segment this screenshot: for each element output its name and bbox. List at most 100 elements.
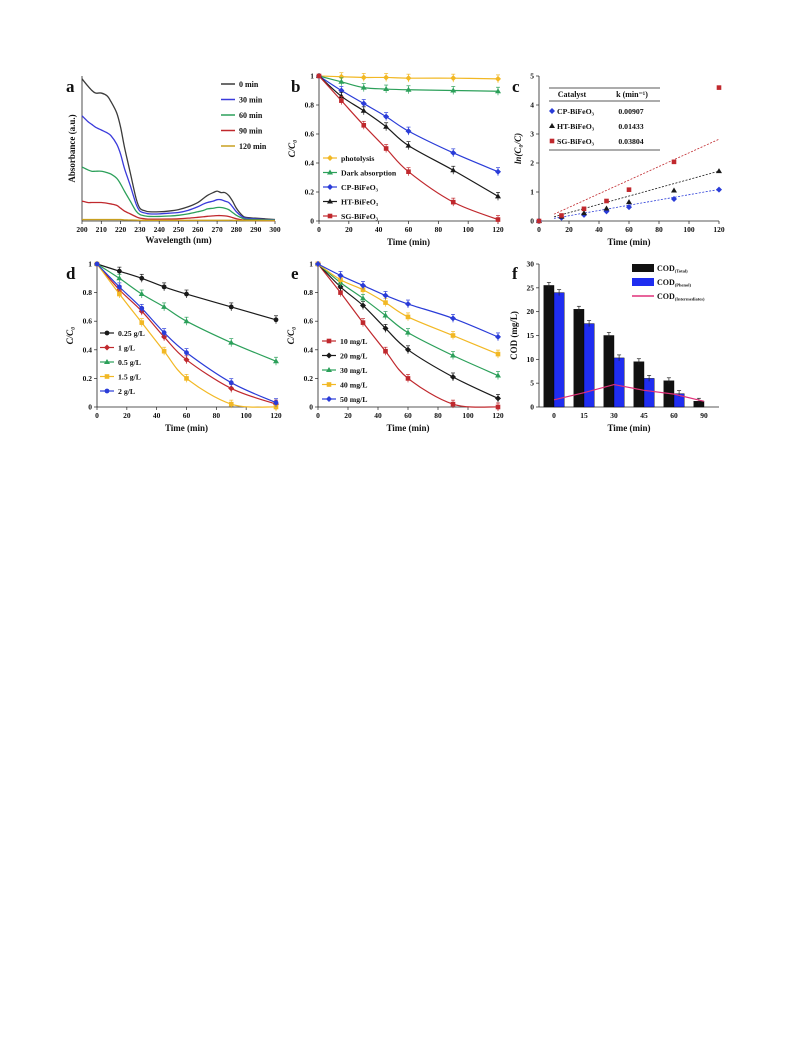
data-point bbox=[495, 193, 501, 199]
data-point bbox=[326, 396, 332, 402]
x-tick-label: 90 bbox=[700, 411, 708, 420]
data-point bbox=[361, 123, 367, 128]
data-point bbox=[450, 333, 456, 338]
cod-bar bbox=[603, 335, 615, 408]
data-point bbox=[549, 123, 555, 128]
y-tick-label: 0 bbox=[310, 217, 314, 226]
data-point bbox=[338, 73, 345, 80]
table-cell: 0.01433 bbox=[618, 122, 643, 131]
data-point bbox=[228, 339, 235, 345]
x-tick-label: 45 bbox=[640, 411, 648, 420]
data-point bbox=[184, 291, 189, 297]
series-line bbox=[318, 75, 499, 197]
panel-b: b 0 20 40 60 80 100 120 0 0.2 0.4 0.6 0.8 1 Time (min)… bbox=[287, 72, 504, 248]
y-tick-label: 0.8 bbox=[304, 288, 314, 297]
data-point bbox=[450, 167, 457, 173]
x-tick-label: 280 bbox=[231, 225, 243, 234]
panel-letter: f bbox=[512, 264, 518, 283]
data-point bbox=[273, 358, 279, 364]
y-tick-label: 1 bbox=[88, 260, 92, 269]
data-point bbox=[183, 318, 190, 324]
data-point bbox=[671, 159, 677, 165]
legend-label: CP-BiFeO₃ bbox=[341, 183, 379, 192]
table-header: k (min⁻¹) bbox=[616, 90, 648, 99]
data-point bbox=[626, 204, 632, 211]
data-point bbox=[405, 75, 412, 82]
data-point bbox=[326, 382, 332, 387]
y-tick-label: 30 bbox=[527, 260, 535, 269]
x-axis-title: Time (min) bbox=[165, 423, 208, 433]
x-axis-title: Time (min) bbox=[607, 423, 650, 433]
x-tick-label: 270 bbox=[211, 225, 223, 234]
x-tick-label: 40 bbox=[375, 225, 383, 234]
data-point bbox=[139, 275, 145, 281]
data-point bbox=[495, 351, 501, 357]
legend-label: Dark absorption bbox=[341, 169, 397, 178]
data-point bbox=[450, 401, 456, 407]
table-cell: HT-BiFeO₃ bbox=[557, 122, 595, 131]
y-axis-title: ln(C₀/C) bbox=[513, 133, 523, 164]
x-tick-label: 210 bbox=[96, 225, 108, 234]
x-tick-label: 80 bbox=[655, 225, 663, 234]
data-point bbox=[326, 367, 332, 372]
data-point bbox=[116, 268, 122, 274]
data-point bbox=[581, 206, 587, 212]
data-point bbox=[161, 348, 167, 354]
panel-e: e 0 20 40 60 80 100 120 0 0.2 0.4 0.6 0.8 1 Time (min)… bbox=[286, 260, 504, 434]
x-tick-label: 220 bbox=[115, 225, 127, 234]
legend-label: 1 g/L bbox=[118, 344, 135, 353]
legend-label: HT-BiFeO₃ bbox=[341, 198, 379, 207]
x-tick-label: 60 bbox=[183, 411, 191, 420]
data-point bbox=[316, 73, 322, 79]
data-point bbox=[405, 128, 412, 135]
data-point bbox=[383, 146, 389, 151]
data-point bbox=[360, 320, 366, 325]
data-point bbox=[382, 325, 389, 332]
x-tick-label: 100 bbox=[241, 411, 253, 420]
data-point bbox=[495, 372, 501, 378]
y-tick-label: 2 bbox=[530, 159, 534, 168]
data-point bbox=[450, 373, 456, 380]
data-point bbox=[273, 400, 279, 406]
data-point bbox=[360, 287, 366, 293]
spectrum-line bbox=[81, 78, 276, 221]
panel-letter: a bbox=[66, 77, 75, 96]
legend-label: 60 min bbox=[239, 111, 263, 120]
data-point bbox=[581, 210, 587, 216]
x-tick-label: 40 bbox=[374, 411, 382, 420]
data-point bbox=[383, 113, 390, 120]
legend-subscript: (Intermediates) bbox=[675, 297, 705, 302]
data-point bbox=[382, 312, 389, 318]
data-point bbox=[549, 138, 555, 144]
legend-label: 0.5 g/L bbox=[118, 358, 141, 367]
data-point bbox=[405, 346, 411, 353]
data-point bbox=[406, 169, 411, 174]
panel-f: f 0 5 10 15 20 25 30 Time (min) COD (mg/L) 0 15 30 45… bbox=[509, 260, 719, 433]
data-point bbox=[161, 333, 168, 340]
data-point bbox=[716, 186, 722, 193]
data-point bbox=[716, 85, 722, 90]
cod-bar bbox=[633, 361, 645, 408]
legend-label: 50 mg/L bbox=[340, 395, 368, 404]
table-cell: 0.03804 bbox=[618, 137, 643, 146]
data-point bbox=[326, 352, 332, 359]
x-tick-label: 240 bbox=[154, 225, 166, 234]
legend-subscript: (Total) bbox=[675, 269, 688, 274]
legend-subscript: (Phenol) bbox=[675, 283, 692, 288]
y-tick-label: 0 bbox=[309, 403, 313, 412]
x-axis-title: Time (min) bbox=[607, 237, 650, 247]
data-point bbox=[450, 87, 457, 93]
data-point bbox=[327, 198, 333, 204]
legend-label: SG-BiFeO₃ bbox=[341, 212, 379, 221]
data-point bbox=[104, 374, 110, 379]
data-point bbox=[495, 333, 501, 340]
spectrum-line bbox=[81, 200, 276, 222]
y-tick-label: 0 bbox=[530, 403, 534, 412]
legend-label: 30 mg/L bbox=[340, 366, 368, 375]
data-point bbox=[626, 187, 632, 192]
legend-label: 40 mg/L bbox=[340, 381, 368, 390]
data-point bbox=[184, 350, 189, 356]
x-axis-title: Wavelength (nm) bbox=[145, 235, 211, 245]
y-tick-label: 20 bbox=[527, 307, 535, 316]
x-tick-label: 0 bbox=[95, 411, 99, 420]
